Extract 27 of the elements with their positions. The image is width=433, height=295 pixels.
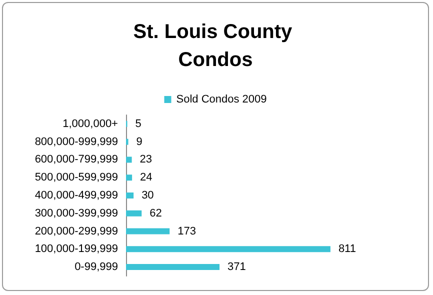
y-tick-label: 400,000-499,999: [34, 190, 118, 202]
y-tick-label: 300,000-399,999: [34, 207, 118, 220]
bar: [126, 246, 330, 252]
data-label: 371: [228, 261, 246, 274]
data-label: 62: [150, 207, 162, 220]
y-tick-label: 0-99,999: [74, 261, 118, 274]
bar: [126, 210, 142, 216]
data-label: 24: [140, 172, 152, 184]
legend-label: Sold Condos 2009: [176, 94, 267, 106]
bar: [126, 174, 132, 181]
y-tick-label: 600,000-799,999: [34, 154, 118, 166]
data-label: 5: [135, 118, 142, 130]
bar: [126, 264, 220, 270]
y-tick-label: 500,000-599,999: [34, 172, 118, 184]
chart-title: St. Louis County Condos: [133, 21, 298, 71]
data-label: 9: [136, 136, 142, 148]
data-label: 173: [178, 225, 196, 238]
data-label: 811: [338, 243, 356, 256]
y-tick-label: 1,000,000+: [62, 118, 118, 130]
y-tick-label: 200,000-299,999: [34, 225, 118, 238]
bar: [126, 156, 132, 163]
bar: [126, 228, 170, 234]
data-label: 23: [140, 154, 152, 166]
data-label: 30: [142, 190, 154, 202]
y-tick-label: 100,000-199,999: [34, 243, 118, 256]
bar: [126, 192, 134, 198]
y-tick-label: 800,000-999,999: [34, 136, 118, 148]
